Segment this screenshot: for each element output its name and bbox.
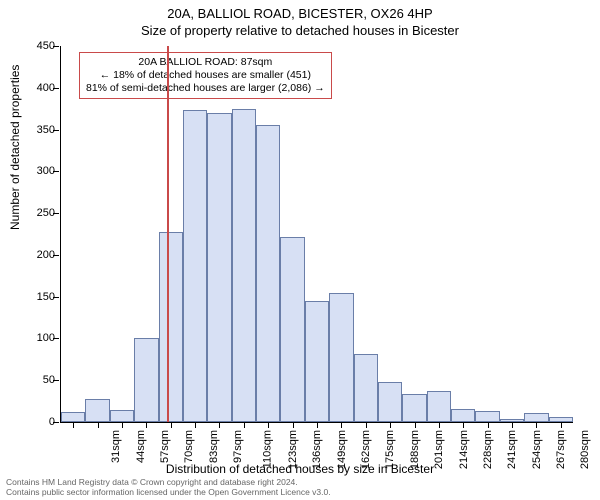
x-tick-label: 83sqm <box>208 430 220 463</box>
x-tick <box>219 422 220 428</box>
x-tick <box>122 422 123 428</box>
x-tick <box>171 422 172 428</box>
x-tick-label: 70sqm <box>183 430 195 463</box>
x-tick <box>536 422 537 428</box>
property-marker-line <box>167 46 169 422</box>
annotation-line2: ← 18% of detached houses are smaller (45… <box>86 69 325 82</box>
histogram-bar <box>475 411 499 422</box>
histogram-bar <box>256 125 280 422</box>
y-tick-label: 150 <box>37 291 55 303</box>
histogram-bar <box>378 382 402 422</box>
x-axis-title: Distribution of detached houses by size … <box>0 462 600 476</box>
histogram-bar <box>329 293 353 423</box>
annotation-line1: 20A BALLIOL ROAD: 87sqm <box>86 56 325 69</box>
x-tick <box>439 422 440 428</box>
annotation-line3: 81% of semi-detached houses are larger (… <box>86 82 325 95</box>
chart-title-line2: Size of property relative to detached ho… <box>0 21 600 38</box>
y-tick-label: 300 <box>37 165 55 177</box>
histogram-bar <box>451 409 475 422</box>
histogram-bar <box>183 110 207 422</box>
histogram-bar <box>85 399 109 422</box>
histogram-bar <box>159 232 183 423</box>
x-tick-label: 31sqm <box>110 430 122 463</box>
histogram-bar <box>280 237 304 422</box>
x-tick <box>146 422 147 428</box>
x-tick <box>195 422 196 428</box>
x-tick <box>366 422 367 428</box>
x-tick-label: 97sqm <box>232 430 244 463</box>
x-tick <box>415 422 416 428</box>
histogram-bar <box>402 394 426 422</box>
chart-container: 20A, BALLIOL ROAD, BICESTER, OX26 4HP Si… <box>0 0 600 500</box>
histogram-bar <box>354 354 378 423</box>
histogram-bar <box>305 301 329 422</box>
histogram-bar <box>61 412 85 422</box>
x-tick <box>341 422 342 428</box>
y-tick-label: 200 <box>37 249 55 261</box>
histogram-bar <box>110 410 134 422</box>
x-tick <box>73 422 74 428</box>
histogram-bar <box>232 109 256 422</box>
histogram-bar <box>134 338 158 422</box>
y-tick-label: 0 <box>49 416 55 428</box>
histogram-bar <box>207 113 231 422</box>
y-tick-label: 400 <box>37 82 55 94</box>
histogram-bar <box>524 413 548 422</box>
x-tick <box>488 422 489 428</box>
x-tick <box>98 422 99 428</box>
footer-attribution: Contains HM Land Registry data © Crown c… <box>6 478 331 498</box>
x-tick <box>244 422 245 428</box>
x-tick <box>390 422 391 428</box>
x-tick-label: 44sqm <box>135 430 147 463</box>
x-tick <box>561 422 562 428</box>
chart-area: 20A BALLIOL ROAD: 87sqm ← 18% of detache… <box>60 46 572 422</box>
x-tick <box>463 422 464 428</box>
footer-line2: Contains public sector information licen… <box>6 488 331 498</box>
x-tick <box>268 422 269 428</box>
x-tick-label: 57sqm <box>159 430 171 463</box>
annotation-box: 20A BALLIOL ROAD: 87sqm ← 18% of detache… <box>79 52 332 99</box>
y-tick-label: 250 <box>37 207 55 219</box>
x-tick <box>293 422 294 428</box>
y-axis-title: Number of detached properties <box>8 65 22 230</box>
x-tick <box>317 422 318 428</box>
y-tick-label: 450 <box>37 40 55 52</box>
y-tick-label: 350 <box>37 124 55 136</box>
y-tick-label: 100 <box>37 332 55 344</box>
y-tick-label: 50 <box>43 374 55 386</box>
x-tick <box>512 422 513 428</box>
histogram-bar <box>427 391 451 422</box>
plot-region: 20A BALLIOL ROAD: 87sqm ← 18% of detache… <box>60 46 573 423</box>
chart-title-line1: 20A, BALLIOL ROAD, BICESTER, OX26 4HP <box>0 0 600 21</box>
